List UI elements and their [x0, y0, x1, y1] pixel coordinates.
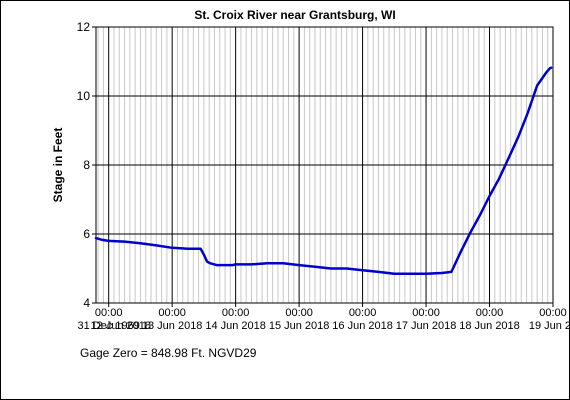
x-tick-date-label: 16 Jun 2018 — [332, 320, 393, 332]
plot-border — [95, 26, 554, 304]
x-tick-time-label: 00:00 — [158, 307, 186, 319]
axes — [92, 26, 554, 307]
x-tick-overlap-label: 12 Jun 2018 — [90, 320, 151, 332]
gage-zero-note: Gage Zero = 848.98 Ft. NGVD29 — [80, 346, 257, 360]
x-tick-date-label: 31 Dec 1969 — [77, 320, 139, 332]
x-tick-time-label: 00:00 — [222, 307, 250, 319]
y-tick-label: 8 — [83, 158, 90, 172]
x-tick-time-label: 00:00 — [412, 307, 440, 319]
series-layer — [94, 66, 553, 275]
x-tick-date-label: 17 Jun 2018 — [396, 320, 457, 332]
stage-series-line — [94, 66, 553, 275]
x-tick-time-label: 00:00 — [539, 307, 567, 319]
x-tick-time-label: 00:00 — [285, 307, 313, 319]
x-tick-time-label: 00:00 — [95, 307, 123, 319]
y-tick-label: 10 — [77, 89, 91, 103]
x-tick-date-label: 15 Jun 2018 — [269, 320, 330, 332]
x-tick-time-label: 00:00 — [349, 307, 377, 319]
x-tick-date-label: 18 Jun 2018 — [459, 320, 520, 332]
x-tick-date-label: 14 Jun 2018 — [205, 320, 266, 332]
y-tick-label: 12 — [77, 20, 91, 34]
y-tick-label: 6 — [83, 227, 90, 241]
y-axis-label: Stage in Feet — [51, 128, 65, 203]
x-tick-time-label: 00:00 — [476, 307, 504, 319]
y-tick-labels: 4 6 8 10 12 — [77, 20, 91, 310]
chart-title: St. Croix River near Grantsburg, WI — [194, 8, 395, 22]
grid-lines — [96, 26, 554, 304]
x-tick-date-label: 13 Jun 2018 — [142, 320, 203, 332]
x-tick-date-label: 19 Jun 20 — [529, 320, 570, 332]
y-tick-label: 4 — [83, 296, 90, 310]
